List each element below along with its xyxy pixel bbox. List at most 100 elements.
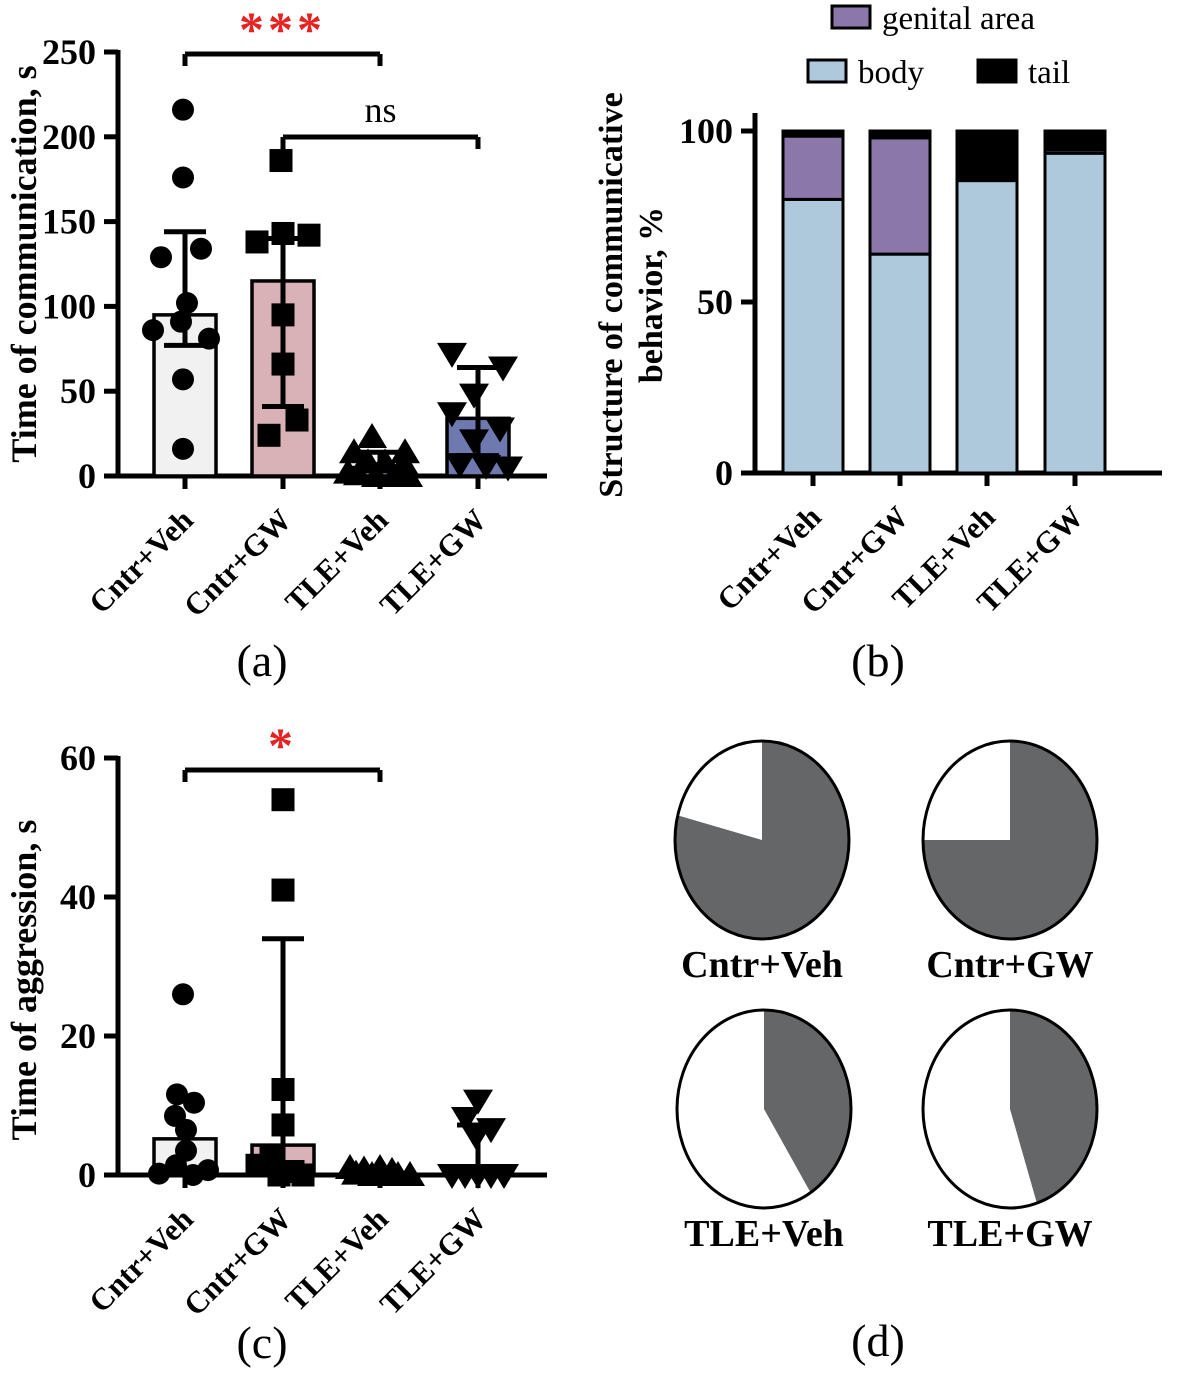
data-point-circle [148,1162,170,1185]
y-axis-title: Time of communication, s [4,65,44,462]
sig-ns: ns [364,90,396,130]
sig-stars: * [268,717,297,773]
stacked-segment-body [781,197,845,475]
data-point-circle [175,1118,197,1141]
data-point-triangle-down [461,1125,491,1151]
panel-d-chart: Cntr+Veh Cntr+GW TLE+Veh TLE+GW (d) [673,739,1099,1366]
data-point-triangle-down [485,417,515,443]
data-point-triangle-up [390,438,420,464]
data-point-square [291,1163,315,1187]
pie-label: TLE+Veh [684,1213,844,1255]
data-point-triangle-down [463,1089,493,1115]
data-point-circle [183,1091,205,1114]
data-point-square [267,1163,291,1187]
panel-letter: (b) [851,635,905,686]
y-tick-label: 50 [60,371,96,411]
data-point-triangle-down [489,1164,519,1189]
y-tick-label: 100 [679,111,733,151]
data-point-square [271,1078,295,1102]
legend-swatch-genital-area [830,4,872,30]
legend-label: body [858,55,925,91]
data-point-triangle-down [493,456,523,482]
data-point-circle [176,292,198,315]
stacked-segment-body [955,179,1019,475]
x-category-label: Cntr+GW [177,502,298,623]
y-tick-label: 40 [60,877,96,917]
data-point-triangle-up [393,462,423,487]
data-point-circle [172,368,194,391]
y-axis-title: behavior, % [633,207,670,383]
legend-swatch-tail [976,58,1018,84]
data-point-circle [172,983,194,1006]
sig-stars: *** [239,1,326,57]
y-tick-label: 200 [42,117,96,157]
stacked-segment-tail [781,129,845,138]
y-tick-label: 100 [42,286,96,326]
data-point-triangle-up [339,438,369,464]
x-category-label: Cntr+GW [177,1201,298,1322]
data-point-circle [172,166,194,189]
pie-filled-slice [675,741,849,939]
data-point-triangle-down [437,402,467,428]
y-tick-label: 60 [60,738,96,778]
y-tick-label: 20 [60,1016,96,1056]
y-tick-label: 0 [715,453,733,493]
legend-label: tail [1028,55,1070,91]
panel-letter: (a) [236,635,287,686]
y-tick-label: 50 [697,282,733,322]
y-tick-label: 250 [42,32,96,72]
data-point-triangle-down [445,453,475,479]
data-point-square [271,878,295,902]
data-point-circle [166,1083,188,1106]
data-point-triangle-down [459,383,489,409]
data-point-triangle-down [437,342,467,368]
data-point-circle [190,237,212,260]
data-point-circle [150,246,172,269]
data-point-circle [172,98,194,121]
stacked-segment-tail [955,129,1019,183]
pie-outline [921,739,1099,941]
data-point-triangle-up [395,1161,425,1186]
panel-letter: (d) [851,1315,905,1366]
data-point-circle [198,327,220,350]
data-point-square [245,230,269,254]
panel-b-chart: 0 50 100 Structure of communicative behavior… [593,1,1162,686]
pie-label: Cntr+GW [926,944,1093,986]
data-point-square [297,223,321,247]
data-point-square [271,1113,295,1137]
data-point-square [285,408,309,432]
data-point-triangle-down [488,356,518,382]
data-point-square [271,352,295,376]
pie-filled-slice [1010,1010,1097,1204]
data-point-triangle-down [451,1107,481,1133]
pie-filled-slice [923,741,1097,939]
data-point-triangle-down [476,1118,506,1144]
y-axis-title: Time of aggression, s [4,820,44,1141]
data-point-circle [172,437,194,460]
stacked-segment-body [1043,151,1107,475]
panel-letter: (c) [236,1317,287,1368]
data-point-square [271,788,295,812]
pie-filled-slice [764,1010,851,1193]
stacked-segment-body [868,252,932,475]
data-point-circle [165,1154,187,1177]
pie-outline [921,1008,1099,1210]
data-point-square [269,149,293,173]
data-point-square [271,221,295,245]
legend-swatch-body [806,58,848,84]
stacked-segment-genital-area [781,134,845,201]
x-category-label: TLE+GW [373,1201,493,1321]
y-tick-label: 150 [42,202,96,242]
data-point-square [257,423,281,447]
y-axis-title: Structure of communicative [593,92,630,497]
pie-label: Cntr+Veh [681,944,843,986]
data-point-square [245,1153,269,1177]
pie-label: TLE+GW [927,1213,1092,1255]
stacked-segment-tail [868,129,932,140]
pie-outline [673,739,851,941]
y-tick-label: 0 [78,456,96,496]
data-point-square [271,303,295,327]
data-point-triangle-up [343,460,373,486]
